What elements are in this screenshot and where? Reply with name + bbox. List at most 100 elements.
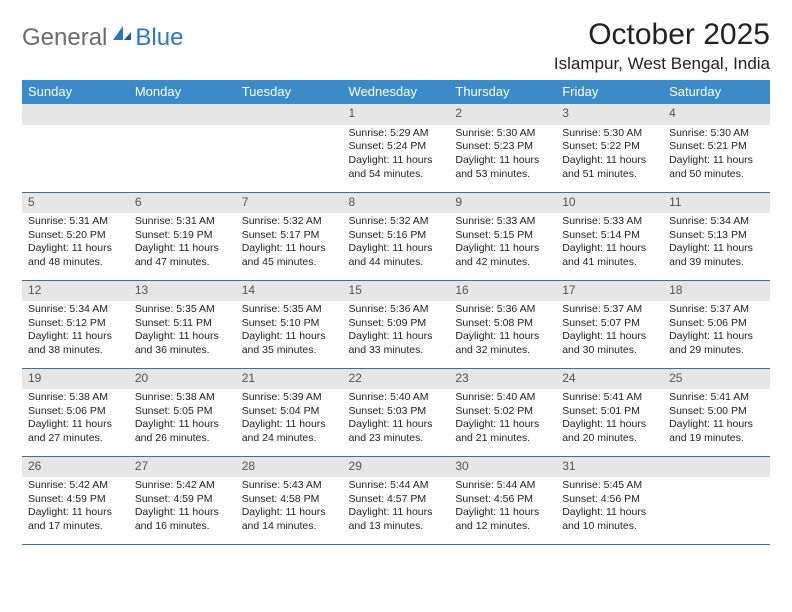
daylight2-text: and 30 minutes. [562, 344, 657, 358]
sunrise-text: Sunrise: 5:45 AM [562, 479, 657, 493]
sunrise-text: Sunrise: 5:44 AM [349, 479, 444, 493]
brand-logo: General Blue [22, 24, 183, 52]
sunset-text: Sunset: 4:59 PM [28, 493, 123, 507]
sunset-text: Sunset: 5:07 PM [562, 317, 657, 331]
location-subtitle: Islampur, West Bengal, India [554, 54, 770, 74]
day-number: 25 [663, 369, 770, 390]
daylight2-text: and 10 minutes. [562, 520, 657, 534]
daylight1-text: Daylight: 11 hours [135, 242, 230, 256]
daylight2-text: and 21 minutes. [455, 432, 550, 446]
sunset-text: Sunset: 5:14 PM [562, 229, 657, 243]
sunset-text: Sunset: 5:02 PM [455, 405, 550, 419]
day-number: 18 [663, 281, 770, 302]
daylight1-text: Daylight: 11 hours [562, 242, 657, 256]
daylight1-text: Daylight: 11 hours [242, 242, 337, 256]
day-details: Sunrise: 5:33 AMSunset: 5:14 PMDaylight:… [556, 215, 663, 274]
day-number [129, 104, 236, 125]
calendar-day-cell: 31Sunrise: 5:45 AMSunset: 4:56 PMDayligh… [556, 456, 663, 544]
daylight2-text: and 47 minutes. [135, 256, 230, 270]
title-block: October 2025 Islampur, West Bengal, Indi… [554, 18, 770, 74]
daylight2-text: and 20 minutes. [562, 432, 657, 446]
calendar-day-cell: 6Sunrise: 5:31 AMSunset: 5:19 PMDaylight… [129, 192, 236, 280]
calendar-day-cell: 20Sunrise: 5:38 AMSunset: 5:05 PMDayligh… [129, 368, 236, 456]
daylight1-text: Daylight: 11 hours [242, 506, 337, 520]
sunrise-text: Sunrise: 5:44 AM [455, 479, 550, 493]
day-details: Sunrise: 5:33 AMSunset: 5:15 PMDaylight:… [449, 215, 556, 274]
sunset-text: Sunset: 4:56 PM [455, 493, 550, 507]
day-number: 29 [343, 457, 450, 478]
daylight2-text: and 19 minutes. [669, 432, 764, 446]
day-details: Sunrise: 5:35 AMSunset: 5:11 PMDaylight:… [129, 303, 236, 362]
calendar-week-row: 26Sunrise: 5:42 AMSunset: 4:59 PMDayligh… [22, 456, 770, 544]
calendar-day-cell: 7Sunrise: 5:32 AMSunset: 5:17 PMDaylight… [236, 192, 343, 280]
calendar-day-cell: 14Sunrise: 5:35 AMSunset: 5:10 PMDayligh… [236, 280, 343, 368]
calendar-day-cell: 13Sunrise: 5:35 AMSunset: 5:11 PMDayligh… [129, 280, 236, 368]
daylight2-text: and 41 minutes. [562, 256, 657, 270]
day-number: 6 [129, 193, 236, 214]
calendar-day-cell: 16Sunrise: 5:36 AMSunset: 5:08 PMDayligh… [449, 280, 556, 368]
day-details: Sunrise: 5:38 AMSunset: 5:05 PMDaylight:… [129, 391, 236, 450]
daylight2-text: and 27 minutes. [28, 432, 123, 446]
brand-sail-icon [111, 22, 133, 49]
daylight1-text: Daylight: 11 hours [562, 154, 657, 168]
sunset-text: Sunset: 5:13 PM [669, 229, 764, 243]
sunset-text: Sunset: 5:24 PM [349, 140, 444, 154]
day-details: Sunrise: 5:42 AMSunset: 4:59 PMDaylight:… [129, 479, 236, 538]
calendar-day-cell: 19Sunrise: 5:38 AMSunset: 5:06 PMDayligh… [22, 368, 129, 456]
sunrise-text: Sunrise: 5:35 AM [242, 303, 337, 317]
daylight1-text: Daylight: 11 hours [349, 418, 444, 432]
sunrise-text: Sunrise: 5:33 AM [562, 215, 657, 229]
calendar-day-cell: 25Sunrise: 5:41 AMSunset: 5:00 PMDayligh… [663, 368, 770, 456]
sunset-text: Sunset: 5:20 PM [28, 229, 123, 243]
daylight1-text: Daylight: 11 hours [242, 330, 337, 344]
day-details: Sunrise: 5:30 AMSunset: 5:22 PMDaylight:… [556, 127, 663, 186]
sunrise-text: Sunrise: 5:30 AM [669, 127, 764, 141]
day-number: 20 [129, 369, 236, 390]
daylight1-text: Daylight: 11 hours [455, 418, 550, 432]
day-details: Sunrise: 5:45 AMSunset: 4:56 PMDaylight:… [556, 479, 663, 538]
daylight2-text: and 26 minutes. [135, 432, 230, 446]
calendar-week-row: 1Sunrise: 5:29 AMSunset: 5:24 PMDaylight… [22, 104, 770, 192]
daylight2-text: and 54 minutes. [349, 168, 444, 182]
day-number: 2 [449, 104, 556, 125]
daylight1-text: Daylight: 11 hours [135, 506, 230, 520]
calendar-body: 1Sunrise: 5:29 AMSunset: 5:24 PMDaylight… [22, 104, 770, 544]
daylight1-text: Daylight: 11 hours [669, 242, 764, 256]
sunset-text: Sunset: 5:06 PM [669, 317, 764, 331]
day-number: 14 [236, 281, 343, 302]
day-details: Sunrise: 5:40 AMSunset: 5:02 PMDaylight:… [449, 391, 556, 450]
sunrise-text: Sunrise: 5:32 AM [242, 215, 337, 229]
calendar-day-cell: 11Sunrise: 5:34 AMSunset: 5:13 PMDayligh… [663, 192, 770, 280]
daylight2-text: and 45 minutes. [242, 256, 337, 270]
calendar-week-row: 5Sunrise: 5:31 AMSunset: 5:20 PMDaylight… [22, 192, 770, 280]
daylight2-text: and 14 minutes. [242, 520, 337, 534]
weekday-heading: Friday [556, 80, 663, 104]
daylight1-text: Daylight: 11 hours [562, 418, 657, 432]
calendar-day-cell: 5Sunrise: 5:31 AMSunset: 5:20 PMDaylight… [22, 192, 129, 280]
sunset-text: Sunset: 5:15 PM [455, 229, 550, 243]
calendar-day-cell: 18Sunrise: 5:37 AMSunset: 5:06 PMDayligh… [663, 280, 770, 368]
sunrise-text: Sunrise: 5:37 AM [562, 303, 657, 317]
day-details [129, 127, 236, 131]
day-number: 9 [449, 193, 556, 214]
day-details: Sunrise: 5:41 AMSunset: 5:01 PMDaylight:… [556, 391, 663, 450]
day-details: Sunrise: 5:40 AMSunset: 5:03 PMDaylight:… [343, 391, 450, 450]
day-number: 12 [22, 281, 129, 302]
day-details: Sunrise: 5:30 AMSunset: 5:21 PMDaylight:… [663, 127, 770, 186]
sunset-text: Sunset: 5:04 PM [242, 405, 337, 419]
daylight1-text: Daylight: 11 hours [455, 154, 550, 168]
day-number: 15 [343, 281, 450, 302]
month-title: October 2025 [554, 18, 770, 52]
daylight1-text: Daylight: 11 hours [669, 330, 764, 344]
day-details: Sunrise: 5:44 AMSunset: 4:57 PMDaylight:… [343, 479, 450, 538]
sunset-text: Sunset: 5:05 PM [135, 405, 230, 419]
sunrise-text: Sunrise: 5:32 AM [349, 215, 444, 229]
day-number: 30 [449, 457, 556, 478]
daylight1-text: Daylight: 11 hours [28, 506, 123, 520]
daylight1-text: Daylight: 11 hours [349, 330, 444, 344]
sunrise-text: Sunrise: 5:36 AM [349, 303, 444, 317]
sunrise-text: Sunrise: 5:38 AM [28, 391, 123, 405]
day-number: 27 [129, 457, 236, 478]
day-details: Sunrise: 5:34 AMSunset: 5:13 PMDaylight:… [663, 215, 770, 274]
day-number: 16 [449, 281, 556, 302]
